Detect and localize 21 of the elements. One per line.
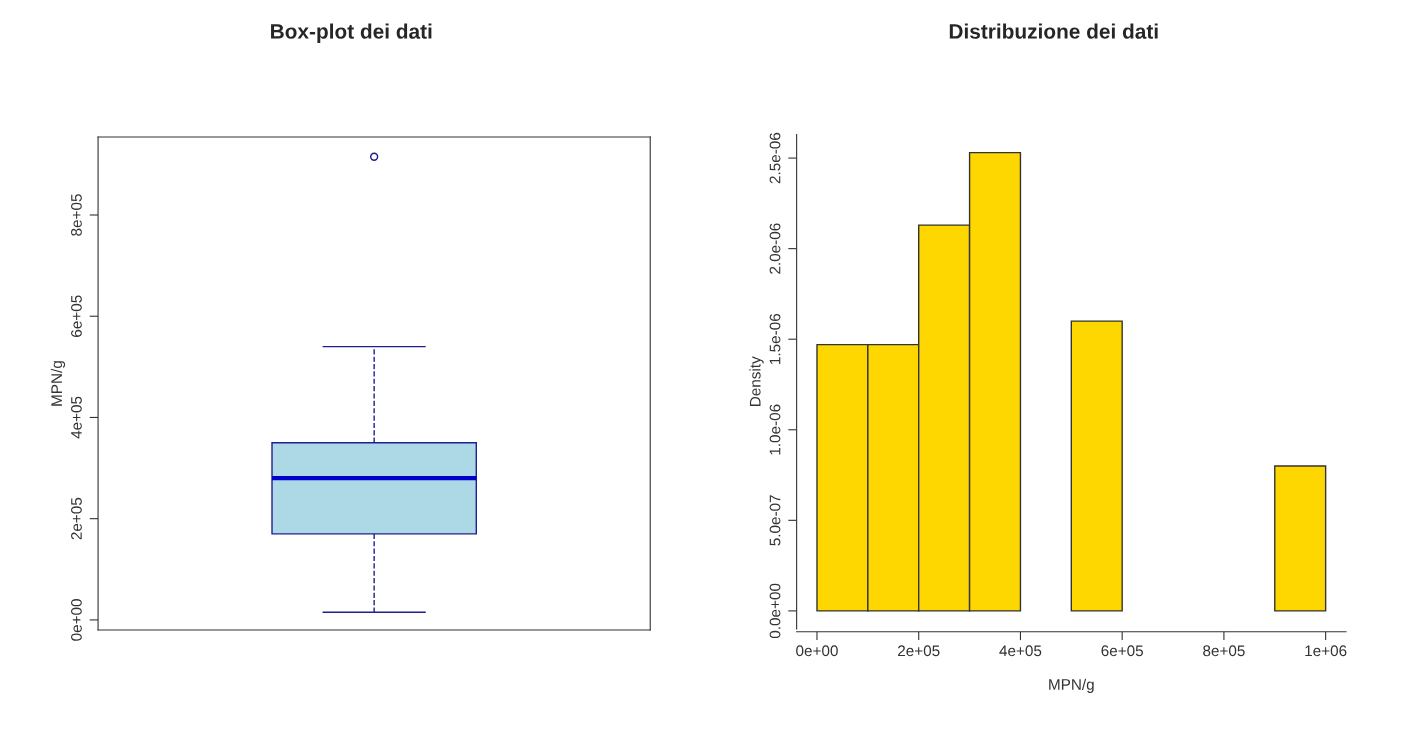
chart-title: Distribuzione dei dati [949,23,1158,39]
x-axis-title: MPN/g [1049,678,1094,693]
x-tick-label: 6e+05 [1101,645,1143,657]
y-tick-label: 2.0e-06 [769,223,781,274]
y-axis-title: MPN/g [50,361,66,406]
y-axis-title: Density [749,356,764,406]
y-tick-label: 4e+05 [71,396,82,439]
y-tick-label: 2.5e-06 [769,132,781,184]
x-tick-label: 8e+05 [1203,645,1245,657]
y-tick-label: 8e+05 [71,194,82,236]
y-tick-label: 0.0e+00 [769,583,781,639]
y-tick-label: 5.0e-07 [769,495,781,546]
y-tick-label: 1.5e-06 [769,313,781,364]
x-tick-label: 2e+05 [898,645,940,657]
x-tick-label: 1e+06 [1305,645,1347,657]
x-tick-label: 4e+05 [999,645,1042,657]
y-tick-label: 6e+05 [71,295,82,337]
y-tick-label: 1.0e-06 [769,404,781,455]
y-tick-label: 2e+05 [71,497,82,540]
chart-title: Box-plot dei dati [271,23,432,43]
x-tick-label: 0e+00 [796,645,838,657]
